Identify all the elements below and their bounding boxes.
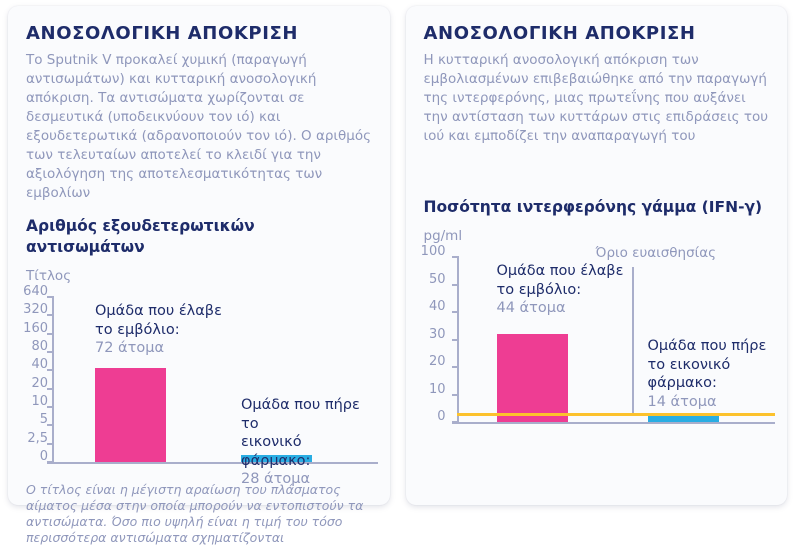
y-axis-unit-label: Τίτλος <box>26 268 72 284</box>
y-tick-label: 320 <box>23 302 48 318</box>
y-tick-mark <box>451 256 457 258</box>
antibody-card: ΑΝΟΣΟΛΟΓΙΚΗ ΑΠΟΚΡΙΣΗ Το Sputnik V προκαλ… <box>8 6 390 545</box>
card-title: ΑΝΟΣΟΛΟΓΙΚΗ ΑΠΟΚΡΙΣΗ <box>423 23 696 44</box>
sensitivity-threshold-divider <box>631 267 634 413</box>
vaccine-group-annotation: Ομάδα που έλαβε το εμβόλιο: 44 άτομα <box>497 262 624 318</box>
chart-title: Ποσότητα ιντερφερόνης γάμμα (IFN-γ) <box>423 198 763 216</box>
y-tick-label: 80 <box>31 339 48 354</box>
placebo-group-count: 28 άτομα <box>241 471 311 487</box>
card-description: Η κυτταρική ανοσολογική απόκριση των εμβ… <box>423 52 769 144</box>
y-tick-mark <box>47 442 52 445</box>
vaccine-group-bar <box>496 334 568 422</box>
antibody-bar-chart: Ομάδα που έλαβε το εμβόλιο: 72 άτομα Ομά… <box>23 284 378 487</box>
infographic-page: ΑΝΟΣΟΛΟΓΙΚΗ ΑΠΟΚΡΙΣΗ Το Sputnik V προκαλ… <box>8 6 787 545</box>
y-tick-label: 2,5 <box>27 430 48 446</box>
placebo-group-bar <box>241 455 312 462</box>
y-tick-mark <box>451 393 457 396</box>
y-tick-label: 10 <box>428 381 446 397</box>
y-tick-label: 50 <box>428 271 446 287</box>
y-tick-mark <box>47 369 52 372</box>
y-tick-mark <box>451 338 457 341</box>
card-description: Το Sputnik V προκαλεί χυμική (παραγωγή α… <box>26 52 372 201</box>
y-tick-label: 0 <box>39 449 48 464</box>
y-tick-label: 40 <box>428 299 446 314</box>
chart-title: Αριθμός εξουδετερωτικών αντισωμάτων <box>26 217 255 256</box>
interferon-card: ΑΝΟΣΟΛΟΓΙΚΗ ΑΠΟΚΡΙΣΗ Η κυτταρική ανοσολο… <box>405 6 787 505</box>
placebo-group-label: Ομάδα που πήρε το εικονικό φάρμακο: <box>241 397 360 469</box>
sensitivity-threshold-line <box>456 413 775 416</box>
y-tick-label: 30 <box>428 326 446 342</box>
placebo-group-annotation: Ομάδα που πήρε το εικονικό φάρμακο: 28 ά… <box>241 396 372 489</box>
vaccine-group-annotation: Ομάδα που έλαβε το εμβόλιο: 72 άτομα <box>95 302 222 358</box>
y-tick-mark <box>47 296 52 298</box>
y-tick-mark <box>47 332 52 335</box>
placebo-group-annotation: Ομάδα που πήρε το εικονικό φάρμακο: 14 ά… <box>648 337 767 411</box>
vaccine-group-count: 72 άτομα <box>95 340 165 356</box>
y-tick-label: 0 <box>437 409 446 424</box>
placebo-group-bar <box>647 416 719 422</box>
vaccine-group-bar <box>95 368 166 462</box>
placebo-group-label: Ομάδα που πήρε το εικονικό φάρμακο: <box>647 338 767 391</box>
vaccine-group-count: 44 άτομα <box>496 300 566 316</box>
card-title: ΑΝΟΣΟΛΟΓΙΚΗ ΑΠΟΚΡΙΣΗ <box>26 23 299 44</box>
placebo-group-count: 14 άτομα <box>647 393 717 410</box>
y-tick-mark <box>47 351 52 353</box>
y-tick-mark <box>451 283 457 286</box>
y-tick-label: 100 <box>420 244 446 259</box>
y-tick-label: 20 <box>31 375 48 391</box>
x-axis-line <box>451 422 775 424</box>
y-tick-mark <box>47 314 52 317</box>
y-tick-label: 640 <box>23 284 48 299</box>
vaccine-group-label: Ομάδα που έλαβε το εμβόλιο: <box>496 263 624 298</box>
y-tick-label: 10 <box>31 394 48 409</box>
y-tick-mark <box>47 406 52 408</box>
titer-footnote: Ο τίτλος είναι η μέγιστη αραίωση του πλά… <box>26 482 364 545</box>
y-tick-mark <box>451 311 457 313</box>
y-axis-line <box>456 256 459 424</box>
y-axis-unit-label: pg/ml <box>423 228 463 244</box>
sensitivity-threshold-label: Όριο ευαισθησίας <box>595 245 717 261</box>
y-tick-mark <box>47 424 52 427</box>
y-tick-mark <box>47 387 52 390</box>
y-tick-label: 20 <box>428 354 446 369</box>
y-tick-label: 160 <box>23 320 48 336</box>
interferon-bar-chart: Όριο ευαισθησίας Ομάδα που έλαβε το εμβό… <box>421 244 775 429</box>
x-axis-line <box>47 462 378 464</box>
y-tick-mark <box>451 366 457 368</box>
y-tick-label: 40 <box>31 357 48 373</box>
y-axis-line <box>52 296 54 464</box>
vaccine-group-label: Ομάδα που έλαβε το εμβόλιο: <box>95 303 222 338</box>
y-tick-label: 5 <box>39 412 48 428</box>
